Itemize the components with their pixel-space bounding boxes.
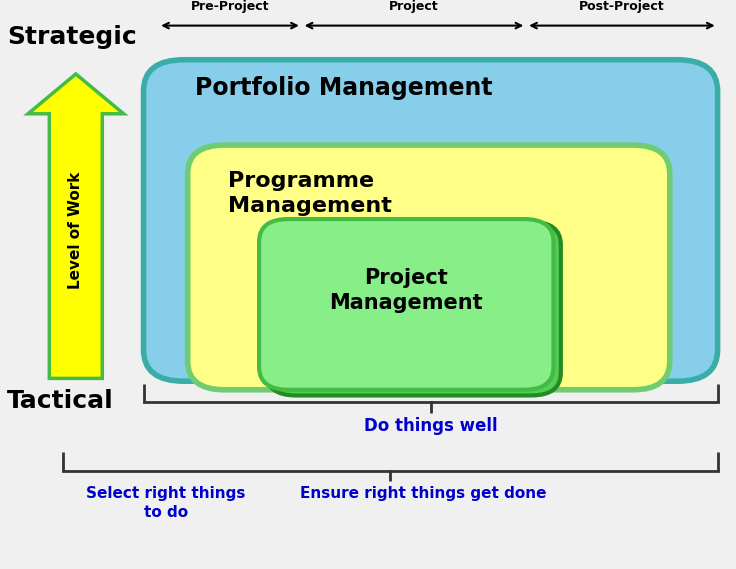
- FancyBboxPatch shape: [144, 60, 718, 381]
- Text: Level of Work: Level of Work: [68, 172, 83, 289]
- Text: Pre-Project: Pre-Project: [191, 0, 269, 13]
- Text: Post-Project: Post-Project: [579, 0, 665, 13]
- Text: Tactical: Tactical: [7, 389, 114, 413]
- Text: Strategic: Strategic: [7, 25, 137, 49]
- Text: Ensure right things get done: Ensure right things get done: [300, 486, 546, 501]
- FancyBboxPatch shape: [259, 219, 553, 390]
- Text: Programme
Management: Programme Management: [228, 171, 392, 216]
- Text: Project: Project: [389, 0, 439, 13]
- Text: Portfolio Management: Portfolio Management: [195, 76, 492, 100]
- FancyBboxPatch shape: [188, 145, 670, 390]
- Text: Do things well: Do things well: [364, 417, 498, 435]
- Text: Project
Management: Project Management: [330, 268, 483, 312]
- FancyArrow shape: [28, 74, 124, 378]
- FancyBboxPatch shape: [266, 222, 561, 395]
- Text: Select right things
to do: Select right things to do: [86, 486, 245, 520]
